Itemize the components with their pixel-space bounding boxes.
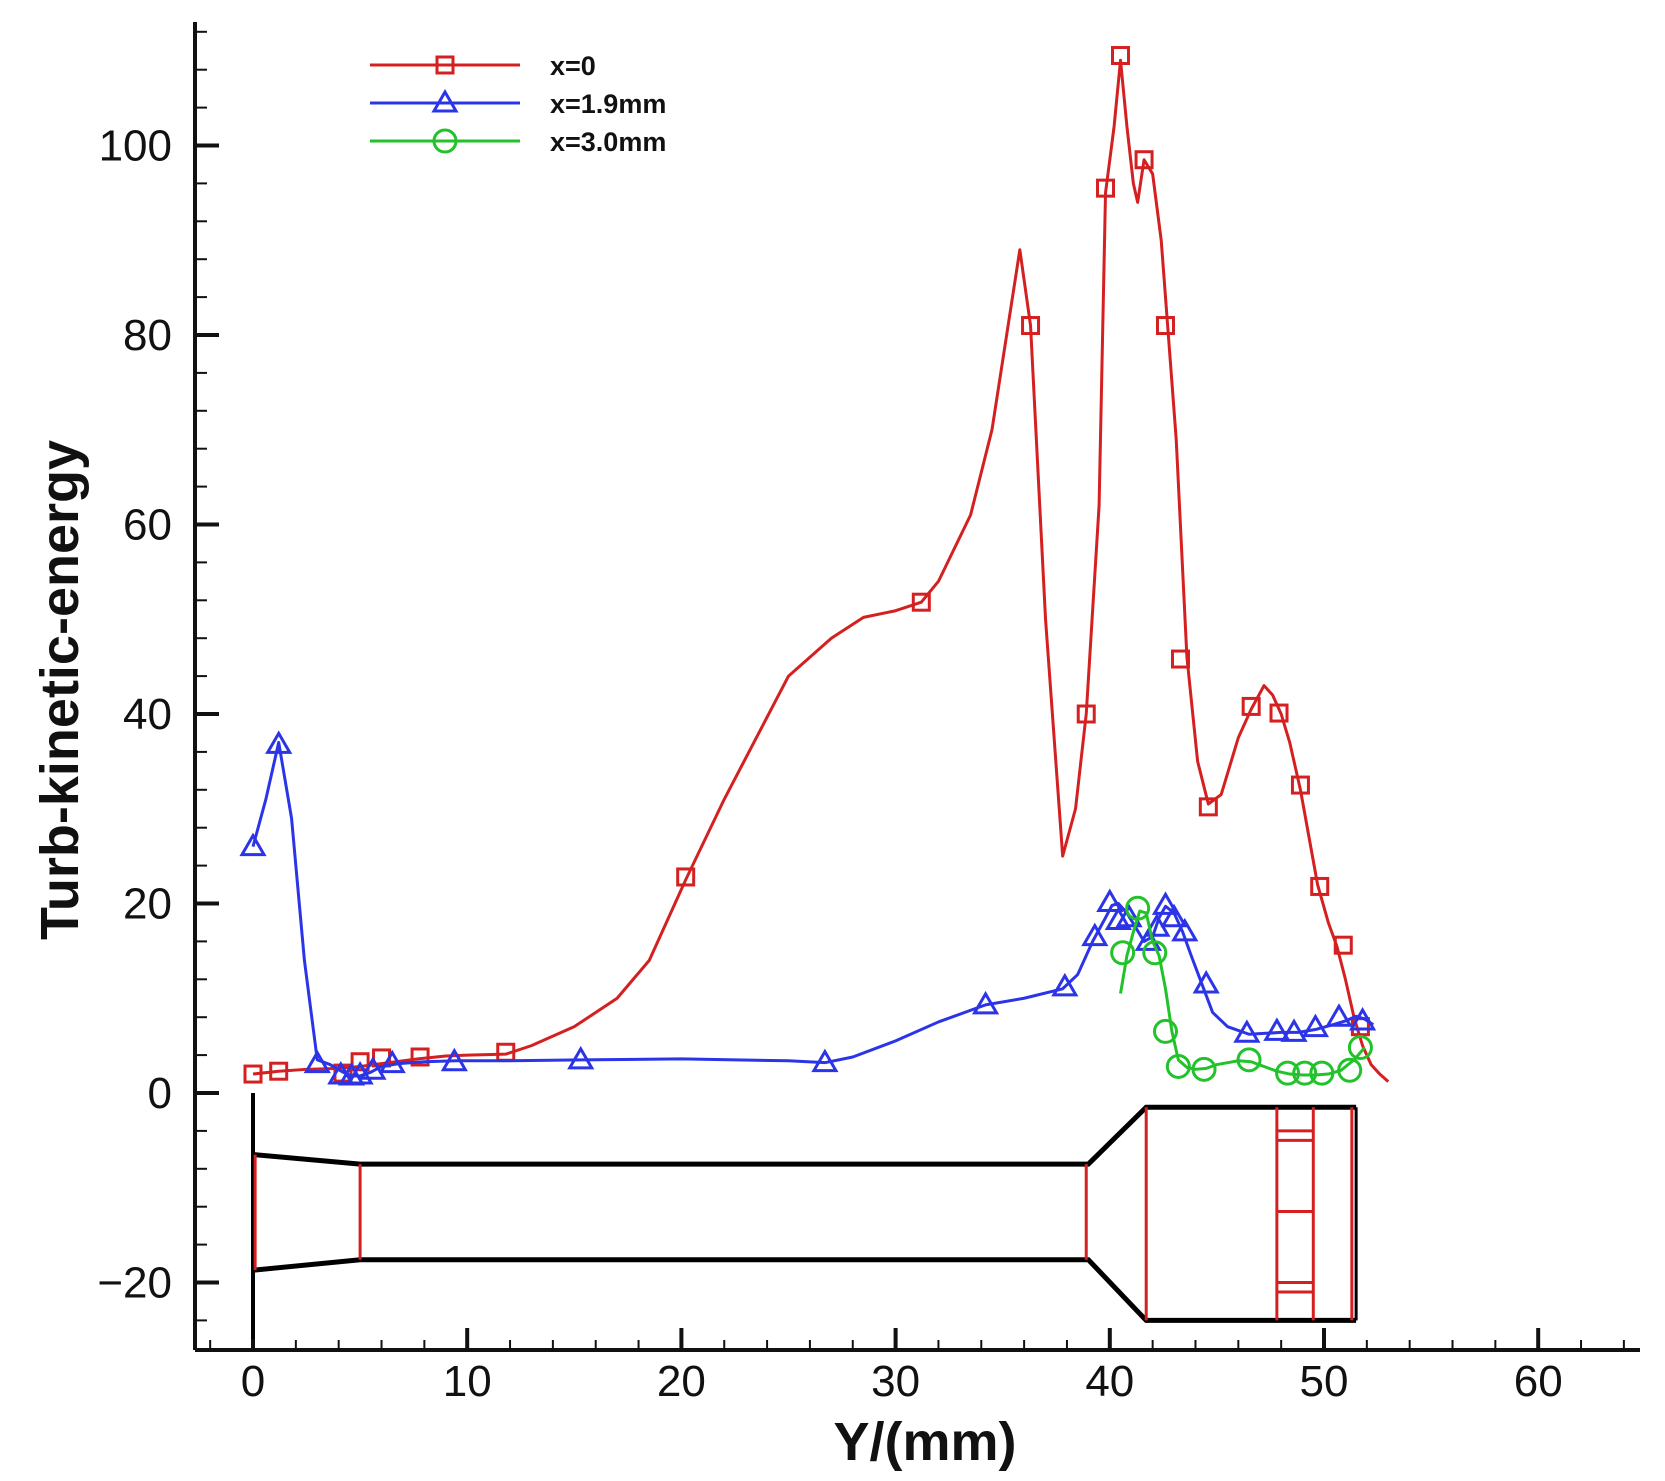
data-point [1171, 917, 1199, 942]
data-point [243, 1064, 263, 1084]
data-point [1152, 1018, 1178, 1044]
data-point [269, 1061, 289, 1081]
data-point [1115, 903, 1143, 928]
data-point [239, 832, 267, 857]
x-tick-label: 10 [443, 1357, 492, 1406]
legend-label: x=3.0mm [550, 127, 666, 157]
data-point [1096, 178, 1116, 198]
data-point [567, 1045, 595, 1070]
y-tick-label: 60 [123, 501, 172, 550]
data-point [1104, 906, 1132, 931]
data-point [1111, 45, 1131, 65]
data-point [971, 990, 1000, 1015]
data-point [1125, 895, 1151, 921]
data-point [1292, 1060, 1318, 1086]
data-point [1198, 797, 1218, 817]
data-point [1348, 1006, 1377, 1031]
legend-marker [431, 89, 459, 113]
data-point [1275, 1060, 1301, 1086]
x-axis-title: Y/(mm) [833, 1412, 1016, 1472]
data-point [359, 1056, 387, 1080]
data-point [1192, 970, 1220, 994]
x-tick-label: 20 [657, 1357, 706, 1406]
series-2 [239, 730, 1377, 1086]
y-tick-label: 80 [123, 311, 172, 360]
data-point [1142, 940, 1168, 966]
data-point [1021, 316, 1041, 336]
x-tick-label: 50 [1300, 1357, 1349, 1406]
data-point [1110, 940, 1136, 966]
legend-marker [432, 128, 458, 154]
data-point [440, 1047, 468, 1072]
data-point [676, 867, 696, 887]
data-point [1241, 696, 1261, 716]
legend-label: x=0 [550, 51, 596, 81]
x-tick-label: 30 [871, 1357, 920, 1406]
data-point [1051, 972, 1079, 997]
x-tick-label: 0 [241, 1357, 265, 1406]
legend-marker [435, 55, 455, 75]
data-point [265, 730, 293, 754]
x-tick-label: 60 [1514, 1357, 1563, 1406]
data-point [350, 1052, 370, 1072]
data-point [1155, 316, 1175, 336]
series-3 [1110, 895, 1373, 1086]
y-tick-label: −20 [97, 1259, 172, 1308]
series-group [239, 45, 1390, 1086]
legend: x=0 x=1.9mm x=3.0mm [370, 51, 666, 157]
data-point [1301, 1013, 1330, 1038]
y-tick-label: 40 [123, 690, 172, 739]
data-point [1325, 1003, 1353, 1027]
data-point [1263, 1017, 1291, 1041]
data-point [1151, 891, 1180, 915]
data-point [1096, 888, 1124, 913]
legend-item: x=3.0mm [370, 127, 666, 157]
data-point [1170, 649, 1190, 669]
x-tick-label: 40 [1085, 1357, 1134, 1406]
data-point [1191, 1056, 1217, 1082]
series-1 [243, 45, 1390, 1084]
data-point [1165, 1053, 1191, 1079]
data-point [1233, 1019, 1261, 1043]
schematic-top-wall [252, 1104, 1357, 1167]
y-tick-label: 0 [148, 1069, 172, 1118]
data-point [1081, 922, 1109, 947]
data-point [1280, 1018, 1308, 1042]
data-point [1134, 150, 1154, 170]
series-line [252, 58, 1390, 1083]
legend-label: x=1.9mm [550, 89, 666, 119]
data-point [1337, 1057, 1363, 1083]
data-point [1160, 903, 1188, 928]
data-point [1310, 876, 1330, 896]
data-point [378, 1049, 406, 1074]
data-point [911, 592, 931, 612]
data-point [1269, 703, 1289, 723]
legend-item: x=0 [370, 51, 596, 81]
data-point [1347, 1035, 1373, 1061]
y-axis-title: Turb-kinetic-energy [30, 440, 90, 940]
data-point [1076, 704, 1096, 724]
data-point [1134, 927, 1162, 951]
data-point [410, 1047, 430, 1067]
y-tick-label: 20 [123, 880, 172, 929]
legend-item: x=1.9mm [370, 89, 666, 119]
data-point [811, 1048, 839, 1073]
schematic-bottom-wall [252, 1257, 1357, 1323]
axes: 0 10 20 30 40 50 60 −20 0 20 40 60 80 100 [97, 22, 1640, 1406]
y-tick-label: 100 [99, 122, 172, 171]
data-point [1309, 1060, 1335, 1086]
series-line [1119, 909, 1366, 1077]
data-point [303, 1049, 331, 1074]
nozzle-schematic [251, 1093, 1358, 1340]
data-point [1333, 935, 1353, 955]
data-point [1290, 775, 1310, 795]
data-point [1236, 1047, 1262, 1073]
